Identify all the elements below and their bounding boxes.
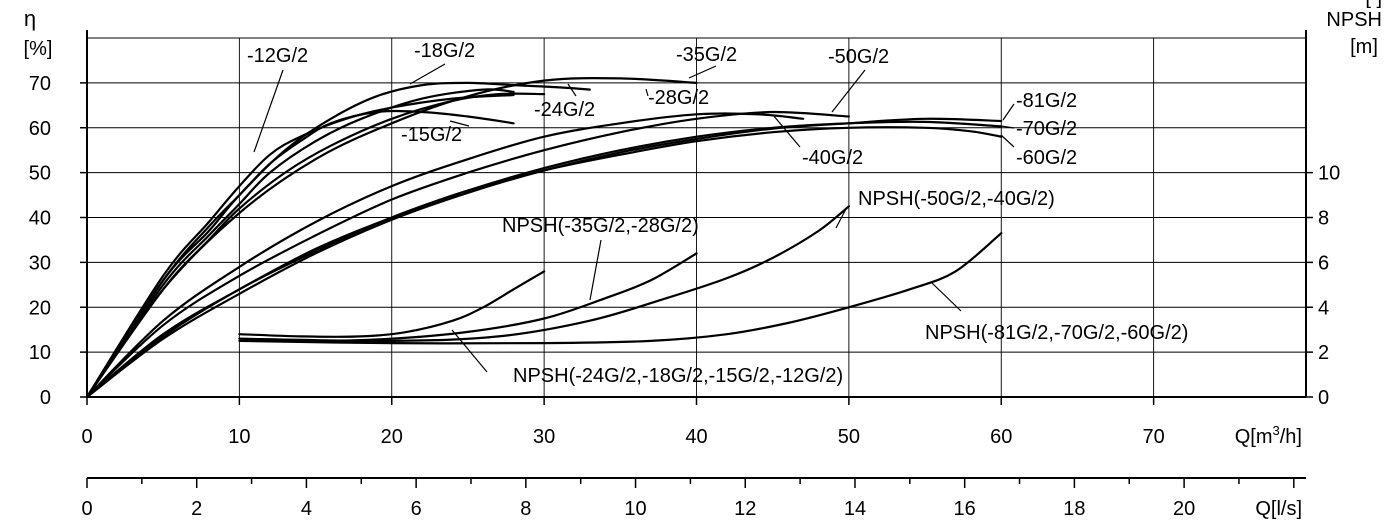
leader-line-npsh-24g-2-18g-2-15g-2-12g-2 bbox=[451, 329, 488, 373]
series-label-28g-2: -28G/2 bbox=[648, 87, 709, 109]
series-line-npsh-81g-2-70g-2-60g-2 bbox=[238, 232, 1003, 345]
corner-partial-label: [ ] bbox=[1365, 0, 1382, 9]
y-right-tick-label: 4 bbox=[1318, 297, 1329, 319]
leader-line-18g-2 bbox=[409, 63, 446, 85]
series-line-24g-2 bbox=[85, 92, 546, 399]
series-label-npsh-50g-2-40g-2: NPSH(-50G/2,-40G/2) bbox=[858, 188, 1055, 210]
series-label-npsh-24g-2-18g-2-15g-2-12g-2: NPSH(-24G/2,-18G/2,-15G/2,-12G/2) bbox=[513, 365, 843, 387]
series-line-12g-2 bbox=[85, 93, 515, 399]
x-secondary-tick-label: 4 bbox=[301, 498, 312, 520]
x-main-tick-label: 0 bbox=[81, 426, 92, 448]
x-secondary-tick-label: 8 bbox=[520, 498, 531, 520]
series-line-35g-2 bbox=[85, 77, 698, 399]
y-right-title: NPSH bbox=[1326, 9, 1382, 31]
series-label-81g-2: -81G/2 bbox=[1016, 90, 1077, 112]
leader-line-npsh-35g-2-28g-2 bbox=[589, 239, 602, 301]
tick-labels: 0 10 20 30 40 50 60 70 0 2 4 6 8 10 0 10 20 30 40 50 60 70 0 2 4… bbox=[29, 73, 1341, 520]
y-right-tick-label: 10 bbox=[1318, 163, 1340, 185]
series-label-40g-2: -40G/2 bbox=[802, 147, 863, 169]
series-label-24g-2: -24G/2 bbox=[534, 99, 595, 121]
x-secondary-tick-label: 18 bbox=[1063, 498, 1085, 520]
y-left-tick-label: 20 bbox=[29, 297, 51, 319]
x-secondary-tick-label: 20 bbox=[1173, 498, 1195, 520]
y-left-symbol: η bbox=[24, 6, 36, 31]
series-line-50g-2 bbox=[85, 110, 850, 399]
y-left-tick-label: 70 bbox=[29, 73, 51, 95]
series-curves bbox=[85, 77, 1003, 399]
series-label-15g-2: -15G/2 bbox=[401, 124, 462, 146]
x-secondary-tick-label: 10 bbox=[624, 498, 646, 520]
x-secondary-tick-label: 0 bbox=[81, 498, 92, 520]
x-main-label-sup: 3 bbox=[1273, 423, 1280, 438]
leader-line-60g-2 bbox=[1000, 134, 1015, 148]
leader-line-12g-2 bbox=[253, 69, 284, 153]
x-secondary-axis-label: Q[l/s] bbox=[1255, 498, 1302, 520]
x-main-tick-label: 40 bbox=[685, 426, 707, 448]
x-secondary-tick-label: 16 bbox=[954, 498, 976, 520]
leader-line-15g-2 bbox=[449, 120, 470, 127]
leader-line-40g-2 bbox=[772, 114, 801, 148]
series-line-15g-2 bbox=[85, 109, 515, 399]
y-left-tick-label: 50 bbox=[29, 163, 51, 185]
series-label-70g-2: -70G/2 bbox=[1016, 118, 1077, 140]
y-left-tick-label: 0 bbox=[40, 387, 51, 409]
y-left-tick-label: 40 bbox=[29, 208, 51, 230]
series-line-40g-2 bbox=[85, 112, 805, 399]
series-label-18g-2: -18G/2 bbox=[414, 40, 475, 62]
leader-line-24g-2 bbox=[567, 83, 577, 97]
series-labels: -12G/2 -15G/2 -18G/2 -24G/2 -28G/2 -35G/2 -40G… bbox=[247, 40, 1188, 387]
x-main-label-end: /h] bbox=[1280, 426, 1302, 448]
series-line-npsh-50g-2-40g-2 bbox=[238, 205, 850, 343]
series-line-18g-2 bbox=[85, 88, 515, 399]
series-label-12g-2: -12G/2 bbox=[247, 45, 308, 67]
x-secondary-tick-label: 12 bbox=[734, 498, 756, 520]
leader-line-35g-2 bbox=[688, 65, 717, 79]
x-secondary-tick-label: 2 bbox=[191, 498, 202, 520]
leader-line-70g-2 bbox=[1000, 125, 1015, 129]
y-left-tick-label: 60 bbox=[29, 118, 51, 140]
x-main-tick-label: 10 bbox=[228, 426, 250, 448]
x-secondary-tick-label: 14 bbox=[844, 498, 866, 520]
y-left-tick-label: 30 bbox=[29, 252, 51, 274]
series-label-35g-2: -35G/2 bbox=[676, 44, 737, 66]
x-main-tick-label: 20 bbox=[381, 426, 403, 448]
x-main-tick-label: 60 bbox=[990, 426, 1012, 448]
series-label-50g-2: -50G/2 bbox=[828, 46, 889, 68]
x-main-axis-label: Q[m3/h] bbox=[1235, 423, 1302, 448]
x-main-tick-label: 70 bbox=[1143, 426, 1165, 448]
series-label-npsh-81g-2-70g-2-60g-2: NPSH(-81G/2,-70G/2,-60G/2) bbox=[925, 322, 1188, 344]
series-line-npsh-35g-2-28g-2 bbox=[238, 252, 698, 342]
y-right-tick-label: 0 bbox=[1318, 387, 1329, 409]
y-right-unit: [m] bbox=[1350, 36, 1378, 58]
y-right-tick-label: 2 bbox=[1318, 342, 1329, 364]
series-label-npsh-35g-2-28g-2: NPSH(-35G/2,-28G/2) bbox=[502, 215, 699, 237]
y-left-tick-label: 10 bbox=[29, 342, 51, 364]
leader-line-81g-2 bbox=[1002, 103, 1015, 121]
leader-line-28g-2 bbox=[645, 88, 649, 97]
series-label-60g-2: -60G/2 bbox=[1016, 147, 1077, 169]
leader-line-npsh-50g-2-40g-2 bbox=[835, 206, 848, 229]
x-main-tick-label: 30 bbox=[533, 426, 555, 448]
leader-line-50g-2 bbox=[831, 69, 866, 113]
y-right-tick-label: 6 bbox=[1318, 252, 1329, 274]
y-left-unit: [%] bbox=[24, 38, 53, 60]
y-right-tick-label: 8 bbox=[1318, 208, 1329, 230]
x-secondary-tick-label: 6 bbox=[411, 498, 422, 520]
x-main-tick-label: 50 bbox=[838, 426, 860, 448]
series-line-81g-2 bbox=[85, 117, 1003, 399]
series-line-npsh-24g-2-18g-2-15g-2-12g-2 bbox=[238, 270, 546, 338]
x-main-label-main: Q[m bbox=[1235, 426, 1273, 448]
leader-line-npsh-81g-2-70g-2-60g-2 bbox=[931, 282, 962, 312]
